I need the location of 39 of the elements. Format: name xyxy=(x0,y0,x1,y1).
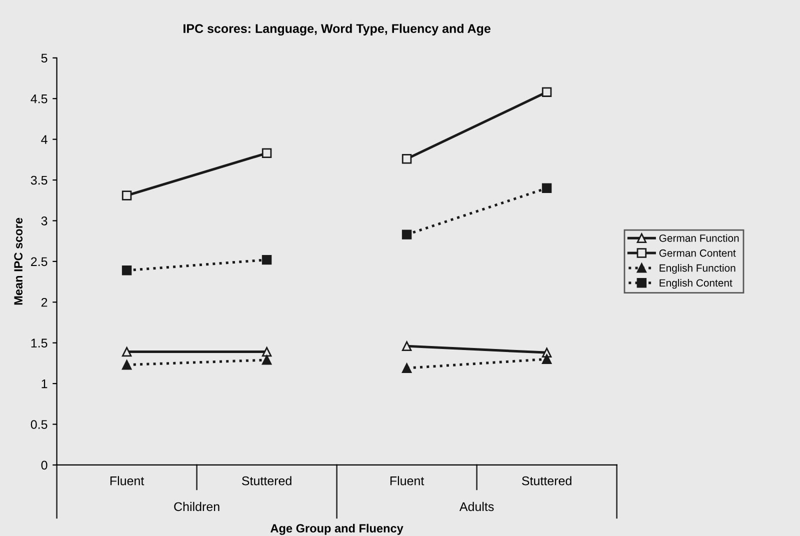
point xyxy=(542,183,552,194)
y-tick-label: 5 xyxy=(41,54,48,63)
y-tick-label: 3 xyxy=(41,216,48,226)
point xyxy=(402,363,412,373)
y-tick-label: 2 xyxy=(41,298,48,307)
point xyxy=(262,346,272,357)
y-tick-label: 1 xyxy=(42,379,48,388)
point xyxy=(402,341,412,351)
point xyxy=(402,230,412,240)
chart-title: IPC scores: Language, Word Type, Fluency and Age xyxy=(184,24,490,36)
y-tick-label: 3.5 xyxy=(30,176,48,185)
x-tick-label: Fluent xyxy=(110,476,144,486)
y-tick-label: 0.5 xyxy=(30,420,48,429)
x-axis-title: Age Group and Fluency xyxy=(270,524,404,535)
point xyxy=(262,148,272,158)
y-tick-label: 0 xyxy=(41,460,48,470)
y-tick-label: 1.5 xyxy=(31,338,48,348)
point xyxy=(122,360,132,370)
legend-label: English Function xyxy=(660,264,736,274)
y-tick-label: 4 xyxy=(41,135,48,144)
point xyxy=(542,354,552,364)
point xyxy=(402,154,412,164)
y-tick-label: 4.5 xyxy=(30,94,48,104)
x-tick-label: Stuttered xyxy=(522,476,572,486)
x-tick-label: Fluent xyxy=(390,476,424,486)
point xyxy=(262,254,272,265)
legend-label: German Function xyxy=(659,234,739,242)
legend-label: German Content xyxy=(659,249,736,257)
point xyxy=(542,87,552,97)
point xyxy=(262,355,272,365)
text: Children xyxy=(174,502,220,512)
y-tick-label: 2.5 xyxy=(31,257,48,266)
point xyxy=(122,266,132,276)
point xyxy=(122,190,132,200)
legend-label: English Content xyxy=(660,278,732,289)
y-axis-title: Mean IPC score xyxy=(14,218,23,305)
point xyxy=(122,346,132,357)
text: Adults xyxy=(459,502,494,512)
x-tick-label: Stuttered xyxy=(242,476,292,486)
